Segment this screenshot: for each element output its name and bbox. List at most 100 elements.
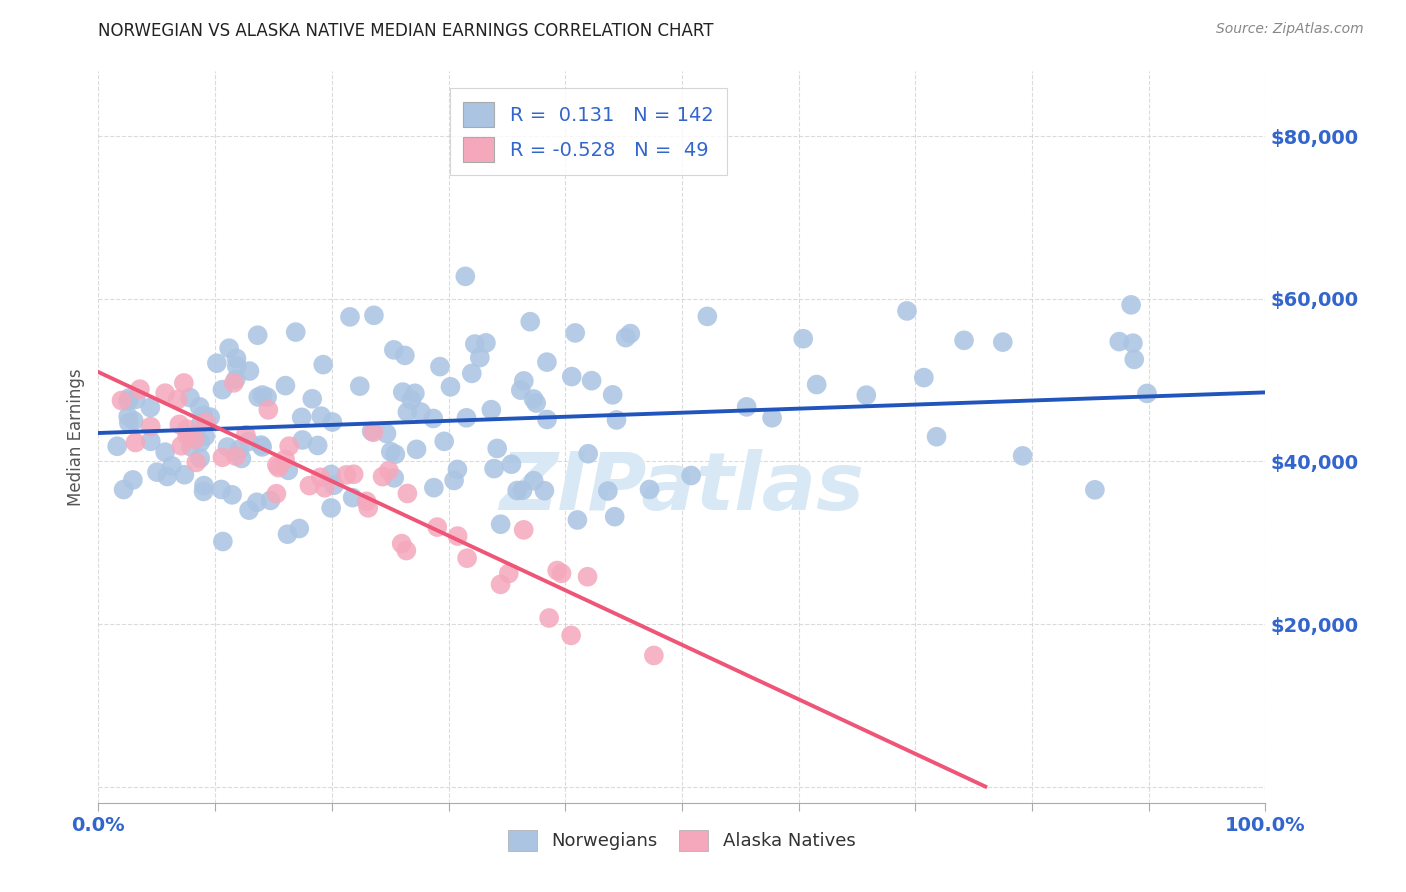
Point <box>225 449 247 463</box>
Point <box>225 359 247 374</box>
Point <box>186 455 208 469</box>
Point <box>166 392 188 407</box>
Point <box>321 500 343 515</box>
Point <box>225 372 247 386</box>
Point <box>225 351 247 366</box>
Point <box>307 438 329 452</box>
Point <box>447 529 470 543</box>
Point <box>343 467 366 482</box>
Point <box>761 410 783 425</box>
Point <box>118 391 141 405</box>
Point <box>464 337 486 351</box>
Point <box>429 359 451 374</box>
Point <box>309 470 332 484</box>
Point <box>925 430 948 444</box>
Point <box>179 391 201 405</box>
Point <box>118 416 141 430</box>
Point <box>356 494 378 508</box>
Point <box>117 394 139 409</box>
Point <box>357 500 380 515</box>
Point <box>1136 386 1159 401</box>
Point <box>423 481 446 495</box>
Point <box>506 483 529 498</box>
Point <box>519 315 541 329</box>
Point <box>546 564 568 578</box>
Point <box>1011 449 1033 463</box>
Point <box>384 447 406 461</box>
Point <box>564 326 586 340</box>
Point <box>391 385 413 400</box>
Point <box>439 380 461 394</box>
Point <box>512 483 534 498</box>
Point <box>222 376 245 390</box>
Point <box>643 648 665 663</box>
Point <box>404 386 426 401</box>
Point <box>696 310 718 324</box>
Point <box>319 467 342 482</box>
Point <box>581 374 603 388</box>
Point <box>433 434 456 449</box>
Point <box>912 370 935 384</box>
Point <box>173 376 195 390</box>
Point <box>246 328 269 343</box>
Point <box>188 451 211 466</box>
Point <box>212 534 235 549</box>
Point <box>454 269 477 284</box>
Point <box>259 493 281 508</box>
Point <box>180 440 202 454</box>
Point <box>194 429 217 443</box>
Point <box>1084 483 1107 497</box>
Point <box>250 440 273 454</box>
Point <box>401 392 423 407</box>
Point <box>489 517 512 532</box>
Point <box>681 468 703 483</box>
Point <box>605 413 627 427</box>
Point <box>238 434 260 449</box>
Point <box>266 458 288 472</box>
Point <box>173 467 195 482</box>
Point <box>267 460 290 475</box>
Point <box>396 405 419 419</box>
Point <box>112 483 135 497</box>
Point <box>378 464 401 478</box>
Point <box>139 401 162 415</box>
Point <box>522 392 544 406</box>
Point <box>576 447 599 461</box>
Point <box>139 419 162 434</box>
Point <box>170 439 193 453</box>
Point <box>422 411 444 425</box>
Point <box>468 351 491 365</box>
Point <box>536 412 558 426</box>
Point <box>184 432 207 446</box>
Point <box>335 467 357 482</box>
Point <box>211 450 233 465</box>
Point <box>342 491 364 505</box>
Point <box>211 383 233 397</box>
Point <box>489 577 512 591</box>
Point <box>291 410 314 425</box>
Point <box>396 486 419 500</box>
Point <box>250 438 273 452</box>
Point <box>991 335 1014 350</box>
Point <box>426 520 449 534</box>
Point <box>533 483 555 498</box>
Point <box>246 495 269 509</box>
Point <box>274 378 297 392</box>
Point <box>235 428 257 442</box>
Point <box>266 487 288 501</box>
Point <box>256 390 278 404</box>
Point <box>122 473 145 487</box>
Point <box>498 566 520 581</box>
Point <box>176 422 198 436</box>
Point <box>391 536 413 550</box>
Point <box>176 428 198 442</box>
Point <box>953 334 976 348</box>
Point <box>221 488 243 502</box>
Point <box>274 452 297 467</box>
Text: ZIPatlas: ZIPatlas <box>499 450 865 527</box>
Point <box>567 513 589 527</box>
Point <box>117 409 139 424</box>
Point <box>456 551 478 566</box>
Point <box>321 415 343 429</box>
Point <box>156 469 179 483</box>
